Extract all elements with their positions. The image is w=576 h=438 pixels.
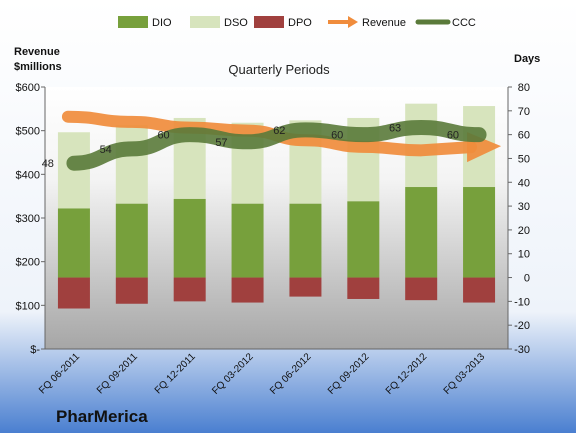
ccc-layer: 48 54 60 57 62 60 63 60 xyxy=(42,119,487,171)
right-tick-label: 10 xyxy=(518,249,530,261)
legend-label-ccc: CCC xyxy=(452,17,476,29)
legend-label-dio: DIO xyxy=(152,17,172,29)
ccc-data-label: 54 xyxy=(100,144,112,156)
company-name: PharMerica xyxy=(56,407,148,426)
bar-dpo xyxy=(57,277,90,309)
legend-label-dpo: DPO xyxy=(288,17,312,29)
y-left-label-line2: $millions xyxy=(14,61,62,73)
ccc-line xyxy=(66,119,487,171)
ccc-data-label: 62 xyxy=(273,125,285,137)
right-tick-label: 30 xyxy=(518,201,530,213)
bar-dio xyxy=(347,201,380,278)
right-tick-label: 70 xyxy=(518,106,530,118)
left-tick-label: $- xyxy=(30,344,40,356)
legend-label-revenue: Revenue xyxy=(362,17,406,29)
y-left-label-line1: Revenue xyxy=(14,46,60,58)
bar-dpo xyxy=(115,277,148,304)
bar-dio xyxy=(115,203,148,278)
right-tick-label: 40 xyxy=(518,177,530,189)
left-tick-label: $500 xyxy=(16,126,40,138)
ccc-data-label: 60 xyxy=(447,130,459,142)
left-tick-label: $600 xyxy=(16,82,40,94)
bar-dio xyxy=(289,203,322,278)
left-tick-label: $400 xyxy=(16,169,40,181)
right-tick-label: -30 xyxy=(514,344,530,356)
right-tick-label: 0 xyxy=(524,273,530,285)
right-axis: 80 70 60 50 40 30 20 10 0 -10 -20 -30 xyxy=(507,82,530,356)
bar-dpo xyxy=(173,277,206,302)
legend-label-dso: DSO xyxy=(224,17,248,29)
legend: DIO DSO DPO Revenue CCC xyxy=(118,16,476,29)
bar-dpo xyxy=(405,277,438,301)
bar-dso xyxy=(115,125,148,204)
bar-dio xyxy=(231,203,264,278)
legend-swatch-dpo xyxy=(254,16,284,28)
left-tick-label: $100 xyxy=(16,300,40,312)
bar-dpo xyxy=(347,277,380,299)
bar-dio xyxy=(463,187,496,278)
ccc-data-label: 63 xyxy=(389,122,401,134)
ccc-data-label: 57 xyxy=(215,137,227,149)
bar-dio xyxy=(405,187,438,278)
bar-dio xyxy=(57,208,90,278)
bar-dpo xyxy=(231,277,264,303)
legend-swatch-revenue xyxy=(328,16,358,28)
right-tick-label: 60 xyxy=(518,130,530,142)
right-tick-label: 50 xyxy=(518,153,530,165)
bar-dpo xyxy=(289,277,322,297)
right-tick-label: 80 xyxy=(518,82,530,94)
right-tick-label: -20 xyxy=(514,320,530,332)
ccc-data-label: 60 xyxy=(157,130,169,142)
revenue-arrow-shaft xyxy=(61,110,478,157)
ccc-data-label: 48 xyxy=(42,158,54,170)
bar-dpo xyxy=(463,277,496,303)
y-right-label: Days xyxy=(514,53,540,65)
legend-swatch-dio xyxy=(118,16,148,28)
right-tick-label: 20 xyxy=(518,225,530,237)
right-tick-label: -10 xyxy=(514,296,530,308)
left-axis: $600 $500 $400 $300 $200 $100 $- xyxy=(16,82,46,356)
bar-dio xyxy=(173,198,206,278)
legend-swatch-dso xyxy=(190,16,220,28)
chart-title: Quarterly Periods xyxy=(228,62,330,77)
left-tick-label: $300 xyxy=(16,213,40,225)
ccc-data-label: 60 xyxy=(331,130,343,142)
left-tick-label: $200 xyxy=(16,257,40,269)
